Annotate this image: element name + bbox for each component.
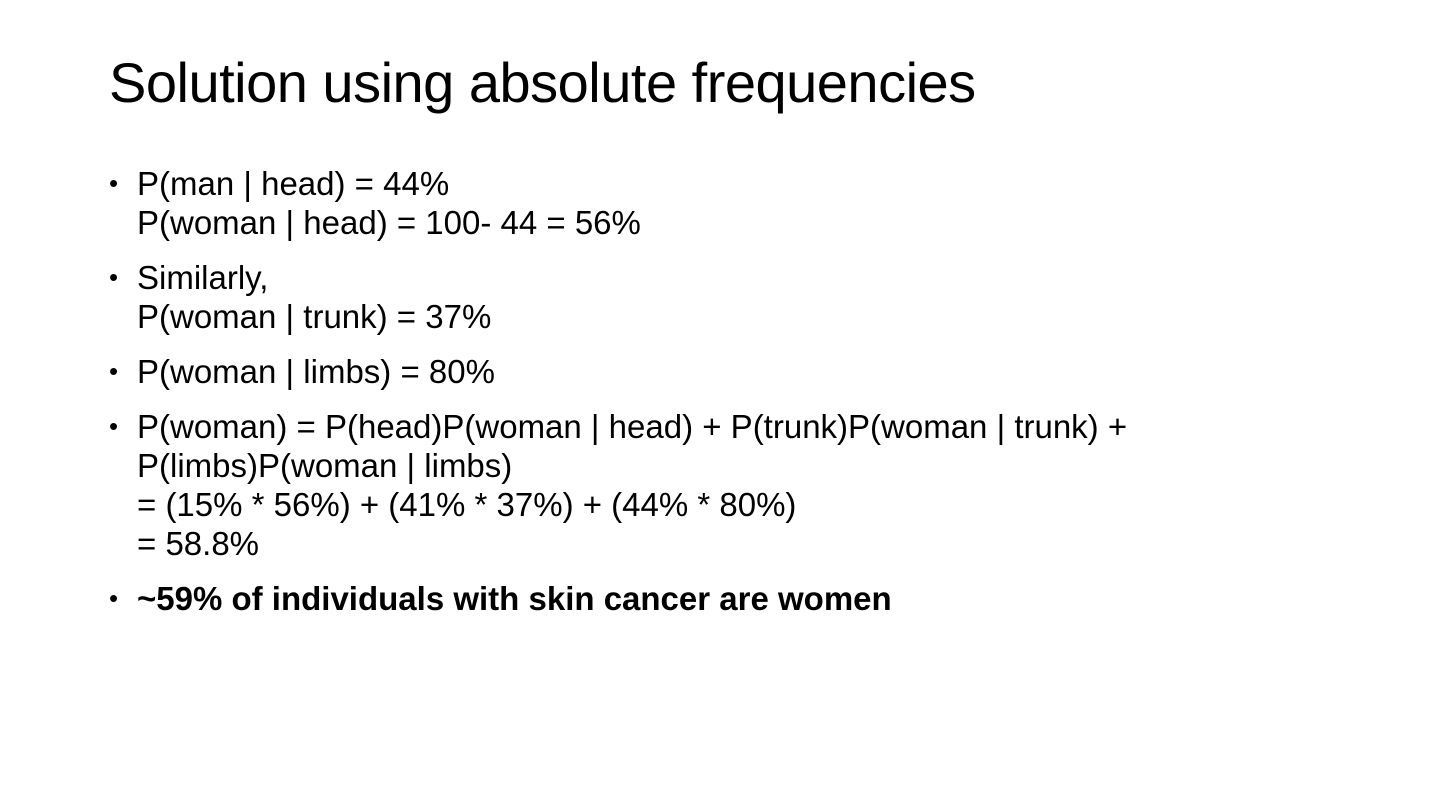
bullet-marker: •: [109, 356, 119, 386]
bullet-item-limbs: • P(woman | limbs) = 80%: [109, 352, 1369, 391]
bullet-item-head: • P(man | head) = 44% P(woman | head) = …: [109, 164, 1369, 242]
bullet-marker: •: [109, 411, 119, 441]
bullet-text-line: Similarly,: [137, 259, 269, 296]
bullet-text-line: P(woman | limbs) = 80%: [137, 353, 495, 390]
bullet-text-line: P(man | head) = 44%: [137, 165, 450, 202]
bullet-text-line: = 58.8%: [137, 525, 260, 562]
bullet-marker: •: [109, 168, 119, 198]
bullet-marker: •: [109, 583, 119, 613]
bullet-item-conclusion: • ~59% of individuals with skin cancer a…: [109, 579, 1369, 618]
bullet-list: • P(man | head) = 44% P(woman | head) = …: [109, 164, 1369, 634]
bullet-text-line: P(woman | trunk) = 37%: [137, 298, 492, 335]
bullet-marker: •: [109, 262, 119, 292]
bullet-text-line: P(limbs)P(woman | limbs): [137, 447, 513, 484]
bullet-text-line: ~59% of individuals with skin cancer are…: [137, 580, 892, 617]
bullet-item-total: • P(woman) = P(head)P(woman | head) + P(…: [109, 407, 1369, 563]
bullet-text-line: = (15% * 56%) + (41% * 37%) + (44% * 80%…: [137, 486, 797, 523]
bullet-text-line: P(woman) = P(head)P(woman | head) + P(tr…: [137, 408, 1128, 445]
slide-title: Solution using absolute frequencies: [109, 51, 976, 114]
bullet-item-trunk: • Similarly, P(woman | trunk) = 37%: [109, 258, 1369, 336]
bullet-text-line: P(woman | head) = 100- 44 = 56%: [137, 204, 641, 241]
